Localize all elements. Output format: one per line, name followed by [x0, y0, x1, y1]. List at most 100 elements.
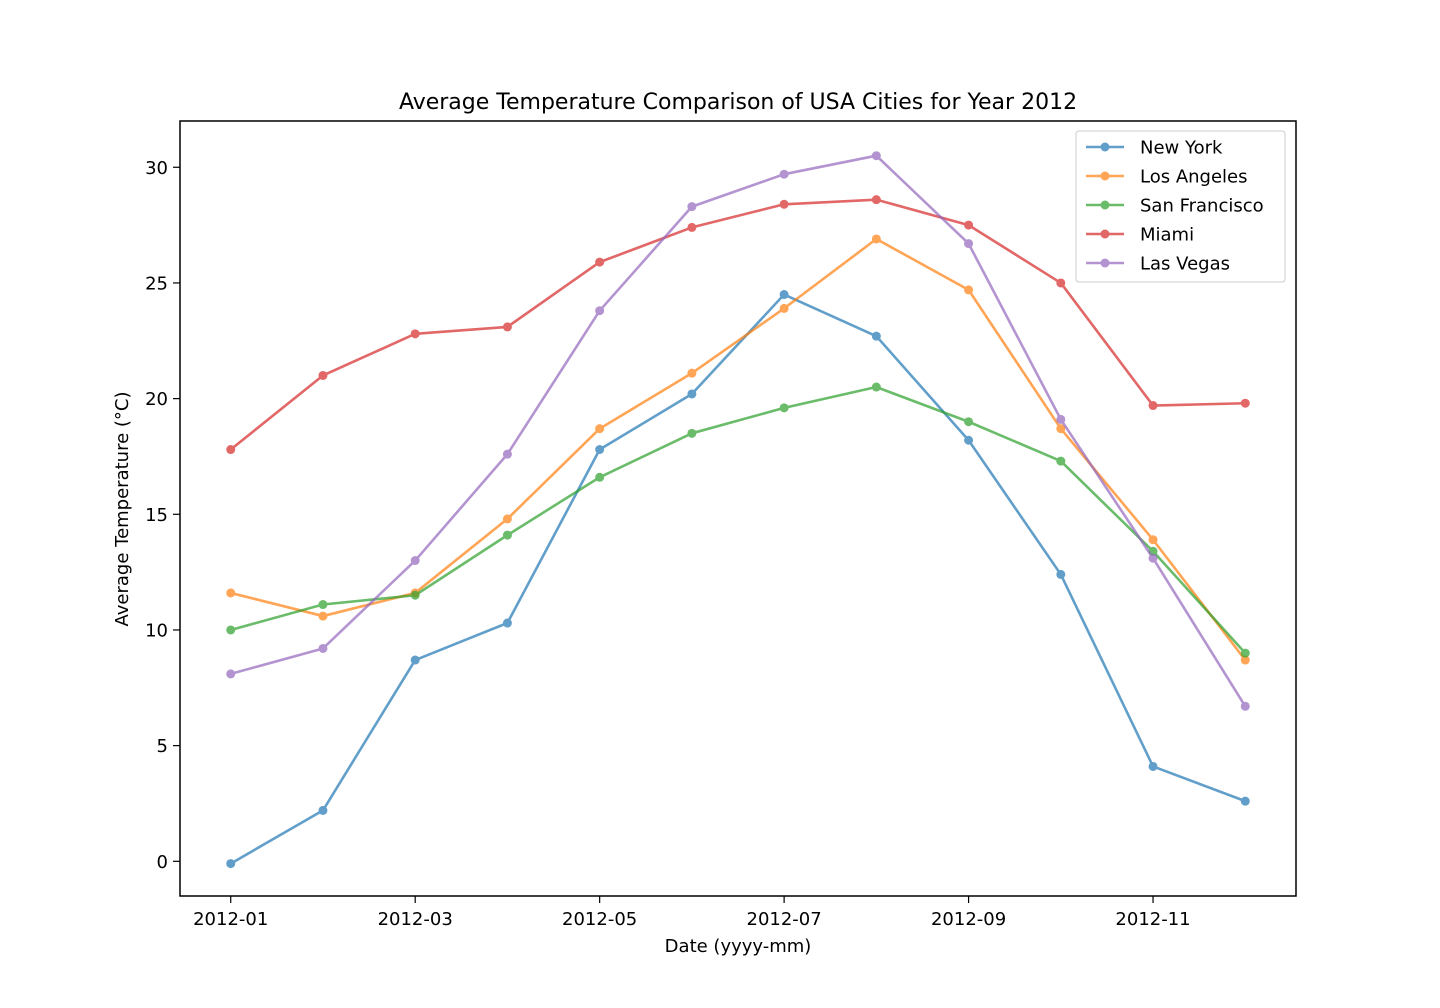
data-point-los-angeles [226, 588, 236, 598]
legend-item: San Francisco [1086, 196, 1264, 217]
data-point-san-francisco [595, 472, 605, 482]
data-point-las-vegas [318, 643, 328, 653]
data-point-san-francisco [964, 417, 974, 427]
x-tick-label: 2012-03 [378, 909, 453, 930]
plot-area [226, 151, 1250, 869]
data-point-los-angeles [1148, 535, 1158, 545]
x-tick-label: 2012-05 [562, 909, 637, 930]
y-tick-label: 0 [157, 852, 168, 873]
legend-swatch [1086, 171, 1124, 181]
data-point-los-angeles [964, 285, 974, 295]
data-point-los-angeles [502, 514, 512, 524]
data-point-miami [502, 322, 512, 332]
data-point-miami [1148, 401, 1158, 411]
data-point-miami [410, 329, 420, 339]
data-point-miami [1240, 398, 1250, 408]
data-point-los-angeles [595, 424, 605, 434]
data-point-las-vegas [687, 202, 697, 212]
y-axis-label: Average Temperature (°C) [112, 392, 133, 627]
data-point-new-york [1240, 796, 1250, 806]
data-point-miami [779, 199, 789, 209]
legend-label: San Francisco [1140, 196, 1264, 217]
x-tick-label: 2012-07 [747, 909, 822, 930]
data-point-miami [871, 195, 881, 205]
data-point-new-york [1056, 569, 1066, 579]
series-las-vegas [226, 151, 1250, 711]
data-point-las-vegas [1056, 414, 1066, 424]
data-point-new-york [502, 618, 512, 628]
data-point-san-francisco [226, 625, 236, 635]
series-line-san-francisco [230, 385, 1247, 654]
data-point-new-york [871, 331, 881, 341]
data-point-miami [1056, 278, 1066, 288]
data-point-miami [226, 445, 236, 455]
legend-swatch [1086, 258, 1124, 268]
data-point-las-vegas [964, 239, 974, 249]
data-point-los-angeles [687, 368, 697, 378]
y-tick-label: 10 [145, 620, 168, 641]
series-line-las-vegas [230, 154, 1247, 707]
data-point-new-york [1148, 761, 1158, 771]
y-axis: 0 5 10 15 20 25 30 [145, 158, 180, 873]
x-tick-label: 2012-11 [1115, 909, 1190, 930]
series-new-york [226, 290, 1250, 869]
legend-swatch [1086, 200, 1124, 210]
data-point-las-vegas [226, 669, 236, 679]
data-point-las-vegas [595, 306, 605, 316]
data-point-new-york [687, 389, 697, 399]
series-line-new-york [230, 293, 1246, 865]
legend-box [1075, 130, 1286, 283]
data-point-los-angeles [779, 303, 789, 313]
data-point-new-york [318, 805, 328, 815]
legend-item: Las Vegas [1086, 254, 1230, 275]
legend-label: New York [1140, 138, 1223, 159]
legend-label: Los Angeles [1140, 167, 1248, 188]
plot-frame [179, 120, 1297, 897]
data-point-new-york [595, 445, 605, 455]
data-point-miami [318, 370, 328, 380]
y-tick-label: 15 [145, 505, 168, 526]
data-point-new-york [964, 435, 974, 445]
x-axis-label: Date (yyyy-mm) [665, 936, 812, 957]
data-point-las-vegas [871, 151, 881, 161]
data-point-las-vegas [410, 556, 420, 566]
legend-swatch [1086, 142, 1124, 152]
data-point-los-angeles [1056, 424, 1066, 434]
legend-item: Los Angeles [1086, 167, 1248, 188]
data-point-new-york [410, 655, 420, 665]
data-point-las-vegas [1148, 553, 1158, 563]
x-tick-label: 2012-09 [931, 909, 1006, 930]
data-point-san-francisco [687, 428, 697, 438]
data-point-las-vegas [1240, 701, 1250, 711]
data-point-san-francisco [318, 600, 328, 610]
data-point-miami [964, 220, 974, 230]
data-point-san-francisco [1240, 648, 1250, 658]
data-point-san-francisco [1056, 456, 1066, 466]
data-point-san-francisco [779, 403, 789, 413]
legend: New York Los Angeles San Francisco Miami Las… [1075, 130, 1286, 283]
legend-item: New York [1086, 138, 1223, 159]
data-point-new-york [779, 290, 789, 300]
data-point-los-angeles [318, 611, 328, 621]
y-tick-label: 30 [145, 158, 168, 179]
data-point-los-angeles [871, 234, 881, 244]
y-tick-label: 25 [145, 273, 168, 294]
data-point-miami [595, 257, 605, 267]
data-point-las-vegas [502, 449, 512, 459]
data-point-san-francisco [502, 530, 512, 540]
chart-title: Average Temperature Comparison of USA Ci… [399, 90, 1077, 115]
y-tick-label: 5 [157, 736, 168, 757]
series-san-francisco [226, 382, 1250, 658]
y-tick-label: 20 [145, 389, 168, 410]
data-point-los-angeles [1240, 655, 1250, 665]
legend-swatch [1086, 229, 1124, 239]
data-point-san-francisco [871, 382, 881, 392]
legend-label: Miami [1140, 225, 1194, 246]
legend-item: Miami [1086, 225, 1194, 246]
series-miami [226, 195, 1250, 455]
x-tick-label: 2012-01 [193, 909, 268, 930]
x-axis: 2012-01 2012-03 2012-05 2012-07 2012-09 2012-… [193, 896, 1191, 930]
data-point-new-york [226, 859, 236, 869]
data-point-miami [687, 222, 697, 232]
